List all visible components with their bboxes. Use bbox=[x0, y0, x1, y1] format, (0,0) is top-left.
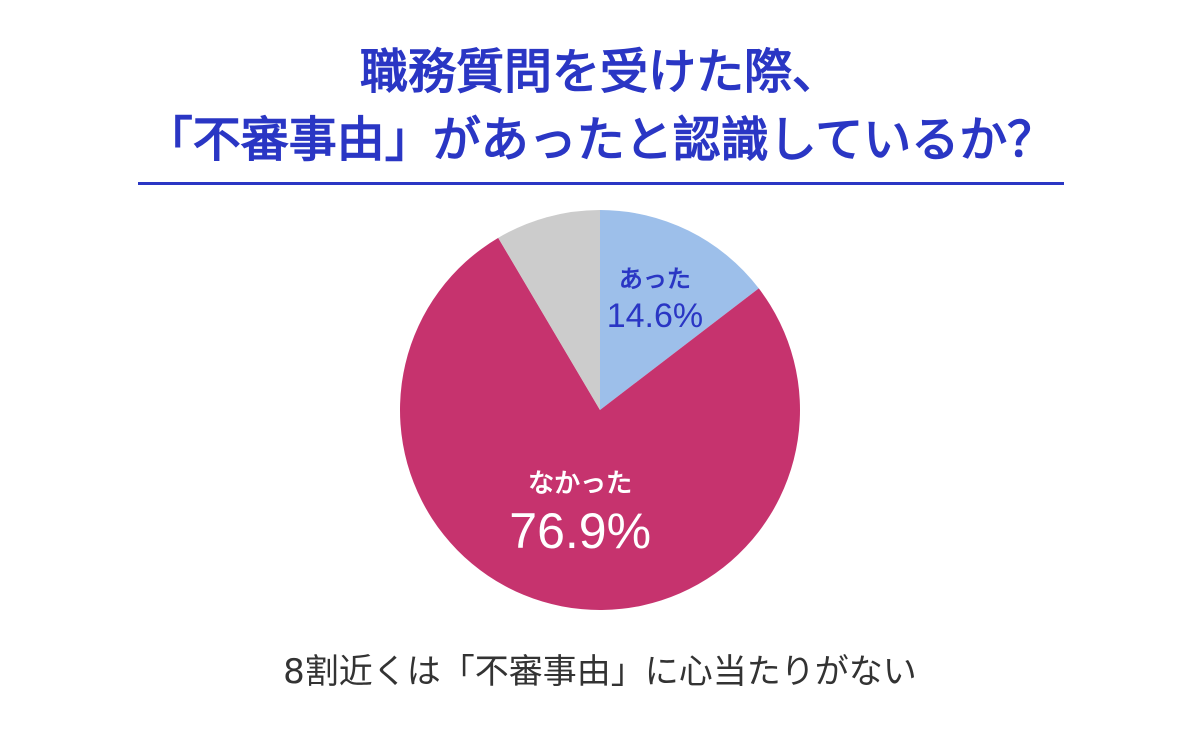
title-underline bbox=[138, 182, 1064, 185]
pie-chart: あった 14.6% なかった 76.9% bbox=[399, 210, 800, 610]
pie-labels: あった 14.6% なかった 76.9% bbox=[509, 265, 703, 559]
chart-title: 職務質問を受けた際、 「不審事由」があったと認識しているか？ bbox=[0, 38, 1200, 174]
slice-label-0: あった bbox=[619, 265, 691, 293]
chart-caption: 8割近くは「不審事由」に心当たりがない bbox=[283, 652, 917, 692]
pie-slice-1 bbox=[399, 237, 800, 610]
slice-value-0: 14.6% bbox=[607, 297, 703, 335]
pie-slice-2 bbox=[498, 210, 600, 410]
chart-title-line-1: 職務質問を受けた際、 bbox=[359, 44, 840, 100]
pie-slices bbox=[399, 210, 800, 610]
slice-value-1: 76.9% bbox=[509, 503, 651, 559]
pie-slice-0 bbox=[600, 210, 759, 410]
slice-label-1: なかった bbox=[528, 469, 632, 499]
chart-title-line-2: 「不審事由」があったと認識しているか？ bbox=[144, 112, 1056, 168]
